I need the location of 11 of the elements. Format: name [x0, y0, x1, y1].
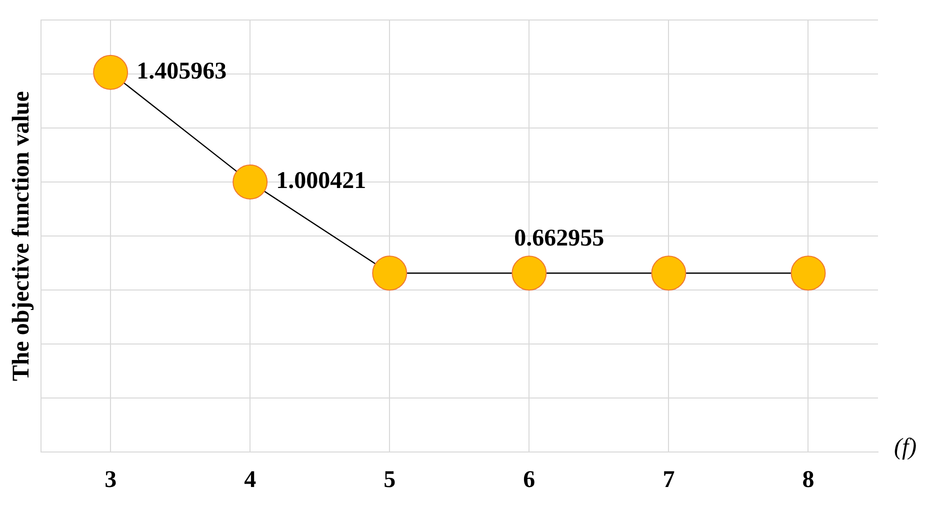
- x-axis-title: (f): [894, 434, 917, 461]
- x-tick-label: 7: [662, 466, 675, 493]
- data-label: 0.662955: [514, 225, 604, 252]
- x-tick-label: 3: [104, 466, 117, 493]
- x-tick-label: 6: [523, 466, 536, 493]
- data-label: 1.000421: [276, 168, 366, 194]
- x-tick-label: 4: [244, 466, 256, 493]
- data-label: 1.405963: [136, 58, 227, 85]
- x-tick-label: 8: [802, 466, 814, 493]
- y-axis-title: The objective function value: [8, 90, 35, 382]
- x-tick-label: 5: [384, 466, 396, 493]
